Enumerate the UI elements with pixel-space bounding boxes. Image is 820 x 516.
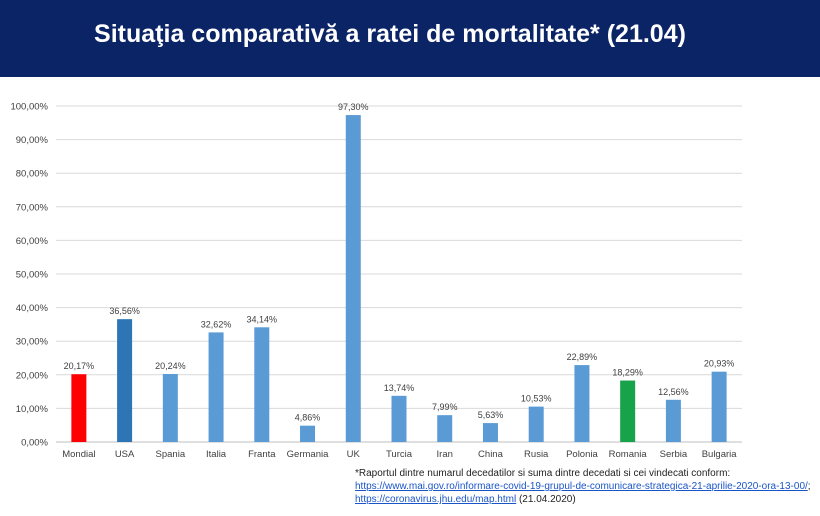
- bar: [711, 371, 727, 442]
- x-tick-label: Bulgaria: [702, 449, 738, 460]
- y-tick-label: 80,00%: [16, 169, 49, 180]
- x-tick-label: Mondial: [62, 449, 95, 460]
- bar: [665, 399, 681, 442]
- x-tick-label: Spania: [156, 449, 186, 460]
- bar: [620, 380, 636, 442]
- x-tick-label: UK: [347, 449, 361, 460]
- bar: [300, 425, 316, 442]
- x-tick-label: Germania: [287, 449, 329, 460]
- y-tick-label: 70,00%: [16, 202, 49, 213]
- data-label: 13,74%: [384, 383, 415, 393]
- y-tick-label: 90,00%: [16, 135, 49, 146]
- data-label: 34,14%: [247, 314, 278, 324]
- data-label: 36,56%: [109, 306, 140, 316]
- y-tick-label: 100,00%: [10, 102, 48, 113]
- data-label: 12,56%: [658, 387, 689, 397]
- x-tick-label: Rusia: [524, 449, 549, 460]
- x-tick-label: USA: [115, 449, 135, 460]
- data-label: 32,62%: [201, 319, 232, 329]
- footnote-text: *Raportul dintre numarul decedatilor si …: [355, 468, 731, 479]
- source-link-jhu[interactable]: https://coronavirus.jhu.edu/map.html: [355, 494, 517, 505]
- x-tick-label: Serbia: [660, 449, 688, 460]
- bar: [254, 327, 270, 442]
- y-tick-label: 30,00%: [16, 337, 49, 348]
- x-tick-label: Romania: [609, 449, 648, 460]
- bar: [345, 115, 361, 443]
- bar: [482, 423, 498, 442]
- bar: [162, 373, 178, 442]
- bar: [117, 319, 133, 442]
- bar: [208, 332, 224, 442]
- x-tick-label: Polonia: [566, 449, 598, 460]
- bar: [437, 415, 453, 442]
- data-label: 20,93%: [704, 359, 735, 369]
- y-tick-label: 60,00%: [16, 236, 49, 247]
- bar: [574, 365, 590, 442]
- x-tick-label: Turcia: [386, 449, 413, 460]
- data-label: 20,24%: [155, 361, 186, 371]
- bar: [528, 406, 544, 442]
- y-tick-label: 50,00%: [16, 270, 49, 281]
- data-label: 20,17%: [64, 361, 95, 371]
- page-title: Situaţia comparativă a ratei de mortalit…: [94, 20, 686, 48]
- source-link-mai[interactable]: https://www.mai.gov.ro/informare-covid-1…: [355, 481, 808, 492]
- footnote-date: (21.04.2020): [516, 494, 576, 505]
- x-tick-label: Iran: [437, 449, 453, 460]
- footnote: *Raportul dintre numarul decedatilor si …: [355, 467, 815, 506]
- data-label: 5,63%: [478, 410, 504, 420]
- y-tick-label: 20,00%: [16, 370, 49, 381]
- bar-chart: 0,00% 10,00% 20,00% 30,00% 40,00% 50,00% 60,00…: [10, 102, 742, 460]
- y-tick-label: 10,00%: [16, 404, 49, 415]
- title-banner: Situaţia comparativă a ratei de mortalit…: [0, 0, 820, 77]
- footnote-separator: ;: [807, 481, 811, 492]
- data-label: 18,29%: [612, 368, 643, 378]
- data-label: 97,30%: [338, 102, 369, 112]
- x-tick-label: Italia: [206, 449, 227, 460]
- y-tick-label: 0,00%: [21, 438, 48, 449]
- data-label: 7,99%: [432, 402, 458, 412]
- bar: [391, 395, 407, 442]
- data-label: 22,89%: [567, 352, 598, 362]
- data-label: 4,86%: [295, 413, 321, 423]
- y-tick-label: 40,00%: [16, 303, 49, 314]
- x-tick-label: China: [478, 449, 504, 460]
- x-tick-label: Franta: [248, 449, 276, 460]
- data-label: 10,53%: [521, 394, 552, 404]
- bar: [71, 374, 87, 442]
